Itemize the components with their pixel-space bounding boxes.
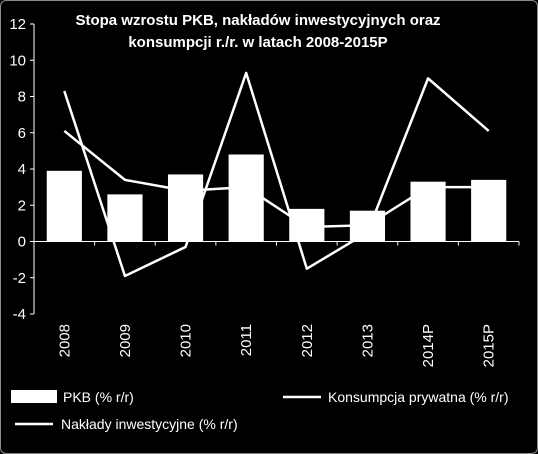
bar-pkb-2014P bbox=[410, 181, 446, 242]
legend-label-pkb: PKB (% r/r) bbox=[63, 389, 134, 405]
y-tick-label: 2 bbox=[18, 197, 26, 214]
x-axis: 2008 2009 2010 2011 2012 2013 2014P 2015P bbox=[33, 241, 520, 367]
x-tick-label: 2011 bbox=[238, 324, 255, 356]
line-naklady-inwestycyjne bbox=[63, 71, 490, 278]
x-tick-label: 2010 bbox=[178, 324, 195, 357]
x-tick-label: 2009 bbox=[117, 324, 134, 357]
chart-title-line-2: konsumpcji r./r. w latach 2008-2015P bbox=[128, 34, 387, 51]
x-tick-label: 2008 bbox=[56, 324, 73, 357]
bar-pkb-2012 bbox=[289, 208, 325, 242]
line-konsumpcja-prywatna bbox=[63, 129, 489, 229]
chart-legend: PKB (% r/r) Konsumpcja prywatna (% r/r) Na… bbox=[11, 389, 509, 432]
y-tick-label: 12 bbox=[9, 16, 26, 33]
legend-label-naklady: Nakłady inwestycyjne (% r/r) bbox=[61, 416, 238, 432]
y-tick-label: -2 bbox=[13, 270, 26, 287]
x-tick-label: 2015P bbox=[481, 324, 498, 367]
x-tick-label: 2014P bbox=[420, 324, 437, 367]
bar-pkb-2010 bbox=[167, 174, 204, 242]
y-tick-label: 0 bbox=[18, 234, 26, 251]
bar-pkb-2011 bbox=[228, 154, 264, 242]
bar-pkb-2008 bbox=[46, 170, 82, 242]
y-tick-label: -4 bbox=[13, 306, 26, 323]
x-tick-label: 2013 bbox=[359, 324, 376, 357]
bar-pkb-2015P bbox=[471, 179, 507, 242]
bar-series-pkb bbox=[46, 154, 507, 242]
line-series-group bbox=[63, 71, 490, 278]
bar-pkb-2009 bbox=[107, 194, 143, 242]
legend-label-konsumpcja: Konsumpcja prywatna (% r/r) bbox=[328, 389, 509, 405]
chart-title: Stopa wzrostu PKB, nakładów inwestycyjny… bbox=[75, 12, 440, 51]
y-tick-label: 8 bbox=[18, 89, 26, 106]
y-axis: -4 -2 0 2 4 6 8 10 12 bbox=[9, 16, 35, 323]
y-tick-label: 4 bbox=[18, 161, 26, 178]
y-tick-label: 10 bbox=[9, 52, 26, 69]
y-tick-label: 6 bbox=[18, 125, 26, 142]
chart-title-line-1: Stopa wzrostu PKB, nakładów inwestycyjny… bbox=[75, 12, 440, 29]
x-tick-label: 2012 bbox=[299, 324, 316, 357]
legend-swatch-pkb bbox=[11, 390, 57, 403]
